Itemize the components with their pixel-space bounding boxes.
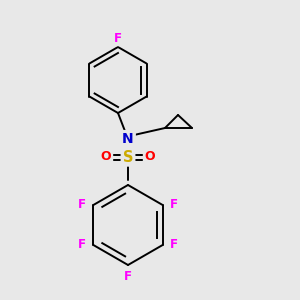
- Text: F: F: [78, 199, 86, 212]
- Text: N: N: [122, 132, 134, 146]
- Text: O: O: [101, 151, 111, 164]
- Text: F: F: [78, 238, 86, 251]
- Text: F: F: [169, 199, 178, 212]
- Text: F: F: [169, 238, 178, 251]
- Text: F: F: [124, 269, 132, 283]
- Text: S: S: [123, 149, 133, 164]
- Text: F: F: [114, 32, 122, 44]
- Text: O: O: [145, 151, 155, 164]
